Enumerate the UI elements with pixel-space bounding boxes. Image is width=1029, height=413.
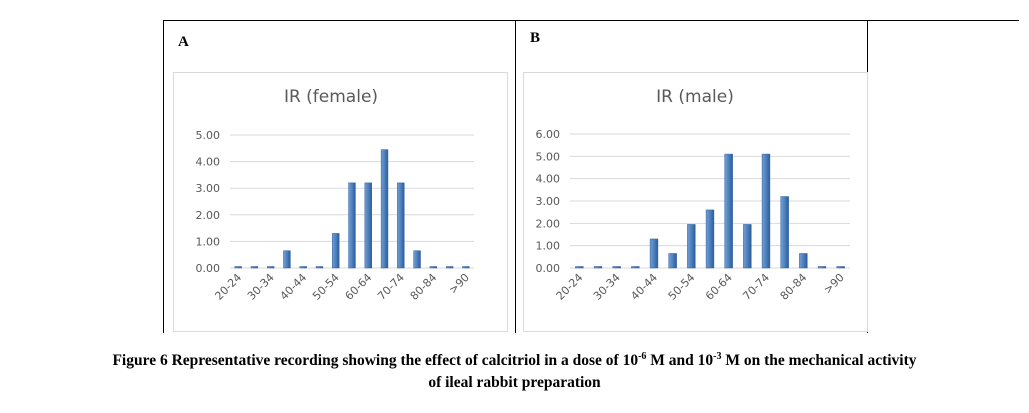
x-tick-label: 30-34 [591, 271, 623, 303]
bar->90 [836, 266, 845, 269]
bar->90 [462, 266, 470, 269]
bar-60-64 [724, 153, 733, 269]
frame-top-line [163, 20, 1019, 21]
chart-title: IR (male) [656, 87, 734, 107]
caption-text-2: M and 10 [646, 352, 714, 369]
y-tick-label: 1.00 [196, 235, 221, 248]
y-tick-label: 4.00 [196, 156, 221, 169]
panel-label-a: A [178, 34, 189, 50]
y-tick-label: 1.00 [536, 240, 561, 253]
caption-exponent-1: -6 [638, 350, 647, 362]
x-tick-label: 60-64 [343, 271, 375, 303]
x-tick-label: 50-54 [310, 271, 342, 303]
bar-45-49 [668, 253, 677, 269]
x-tick-label: 40-44 [278, 271, 310, 303]
bar-75-79 [413, 250, 421, 269]
bar-25-29 [593, 266, 603, 269]
figure-caption-line2: of ileal rabbit preparation [0, 372, 1029, 394]
chart-male: IR (male) 0.00 1.00 2.00 3.00 4.00 5.00 6.00 20-… [523, 72, 868, 332]
bar-80-84 [799, 253, 808, 269]
bar-30-34 [612, 266, 621, 269]
x-tick-label: 70-74 [375, 271, 407, 303]
bar-35-39 [631, 266, 640, 269]
bar-50-54 [332, 233, 340, 269]
frame-divider-line [515, 20, 516, 333]
bar-65-69 [380, 149, 389, 269]
frame-left-line [163, 20, 164, 333]
x-tick-label: 20-24 [212, 271, 244, 303]
x-tick-label: 20-24 [554, 271, 586, 303]
bar-20-24 [575, 266, 584, 269]
x-tick-label: >90 [446, 271, 472, 297]
chart-female: IR (female) 0.00 1.00 2.00 3.00 4.00 5.00 20-24… [173, 72, 508, 332]
y-tick-label: 5.00 [196, 129, 221, 142]
x-tick-label: 30-34 [245, 271, 277, 303]
x-tick-label: 50-54 [666, 271, 698, 303]
y-tick-label: 3.00 [536, 195, 561, 208]
x-tick-label: 40-44 [628, 271, 660, 303]
bar-30-34 [267, 266, 275, 269]
bar-85-89 [817, 266, 827, 269]
figure-caption-line1: Figure 6 Representative recording showin… [0, 350, 1029, 372]
x-tick-label: 60-64 [703, 271, 735, 303]
caption-text-3: M on the mechanical activity [721, 352, 917, 369]
x-tick-label: >90 [821, 271, 847, 297]
bar-50-54 [687, 224, 696, 269]
y-tick-label: 2.00 [196, 209, 221, 222]
bar-70-74 [397, 182, 405, 269]
bar-55-59 [348, 182, 356, 269]
caption-text-1: Figure 6 Representative recording showin… [112, 352, 639, 369]
caption-exponent-2: -3 [713, 350, 722, 362]
panel-label-b: B [530, 30, 541, 46]
y-tick-label: 2.00 [536, 217, 561, 230]
y-tick-label: 4.00 [536, 173, 561, 186]
y-tick-label: 0.00 [196, 262, 221, 275]
bar-35-39 [283, 250, 291, 269]
y-tick-label: 0.00 [536, 262, 561, 275]
bar-40-44 [649, 238, 659, 269]
x-tick-label: 80-84 [778, 271, 810, 303]
bar-85-89 [445, 266, 454, 269]
bar-25-29 [250, 266, 259, 269]
bar-70-74 [761, 153, 771, 269]
x-tick-label: 80-84 [408, 271, 440, 303]
bar-55-59 [705, 209, 715, 269]
y-tick-label: 5.00 [536, 150, 561, 163]
caption-text-4: of ileal rabbit preparation [428, 374, 601, 391]
x-tick-label: 70-74 [740, 271, 772, 303]
chart-male-svg: IR (male) 0.00 1.00 2.00 3.00 4.00 5.00 6.00 20-… [536, 87, 850, 303]
bar-60-64 [364, 182, 372, 269]
bar-65-69 [743, 224, 752, 269]
bar-20-24 [234, 266, 242, 269]
chart-title: IR (female) [284, 87, 378, 107]
bar-45-49 [315, 266, 324, 269]
bar-80-84 [429, 266, 437, 269]
y-tick-label: 6.00 [536, 128, 561, 141]
y-tick-label: 3.00 [196, 182, 221, 195]
chart-female-svg: IR (female) 0.00 1.00 2.00 3.00 4.00 5.00 20-24… [196, 87, 474, 303]
bar-75-79 [780, 196, 789, 269]
bar-40-44 [299, 266, 307, 269]
